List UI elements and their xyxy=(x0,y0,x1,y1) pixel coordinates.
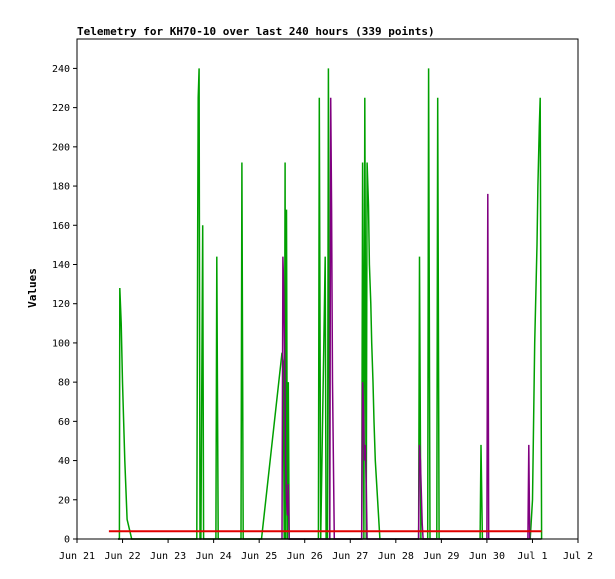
x-tick-label: Jun 23 xyxy=(150,551,186,562)
y-tick-label: 200 xyxy=(52,142,70,153)
y-tick-label: 240 xyxy=(52,64,70,75)
plot-series xyxy=(108,68,543,540)
x-tick-label: Jun 25 xyxy=(241,551,277,562)
y-tick-label: 20 xyxy=(58,495,70,506)
x-tick-label: Jun 27 xyxy=(332,551,368,562)
y-axis: 0 20 40 60 80 100 120 140 160 180 200 220 240 xyxy=(52,64,77,546)
x-tick-label: Jun 29 xyxy=(423,551,459,562)
y-tick-label: 40 xyxy=(58,456,70,467)
y-tick-label: 100 xyxy=(52,338,70,349)
x-tick-label: Jun 24 xyxy=(196,551,232,562)
y-axis-label: Values xyxy=(26,268,39,308)
y-tick-label: 220 xyxy=(52,103,70,114)
x-tick-label: Jun 28 xyxy=(378,551,414,562)
x-tick-label: Jun 30 xyxy=(469,551,505,562)
x-tick-label: Jul 2 xyxy=(563,551,593,562)
x-axis: Jun 21 Jun 22 Jun 23 Jun 24 Jun 25 Jun 26 Jun … xyxy=(59,539,593,562)
plot-frame xyxy=(76,38,579,540)
x-tick-label: Jun 26 xyxy=(287,551,323,562)
y-tick-label: 160 xyxy=(52,221,70,232)
x-tick-label: Jul 1 xyxy=(517,551,547,562)
y-tick-label: 80 xyxy=(58,378,70,389)
x-tick-label: Jun 21 xyxy=(59,551,95,562)
y-tick-label: 0 xyxy=(64,535,70,546)
x-tick-label: Jun 22 xyxy=(104,551,140,562)
y-tick-label: 60 xyxy=(58,417,70,428)
y-tick-label: 140 xyxy=(52,260,70,271)
y-tick-label: 120 xyxy=(52,299,70,310)
y-tick-label: 180 xyxy=(52,182,70,193)
chart-title: Telemetry for KH70-10 over last 240 hour… xyxy=(77,25,435,38)
